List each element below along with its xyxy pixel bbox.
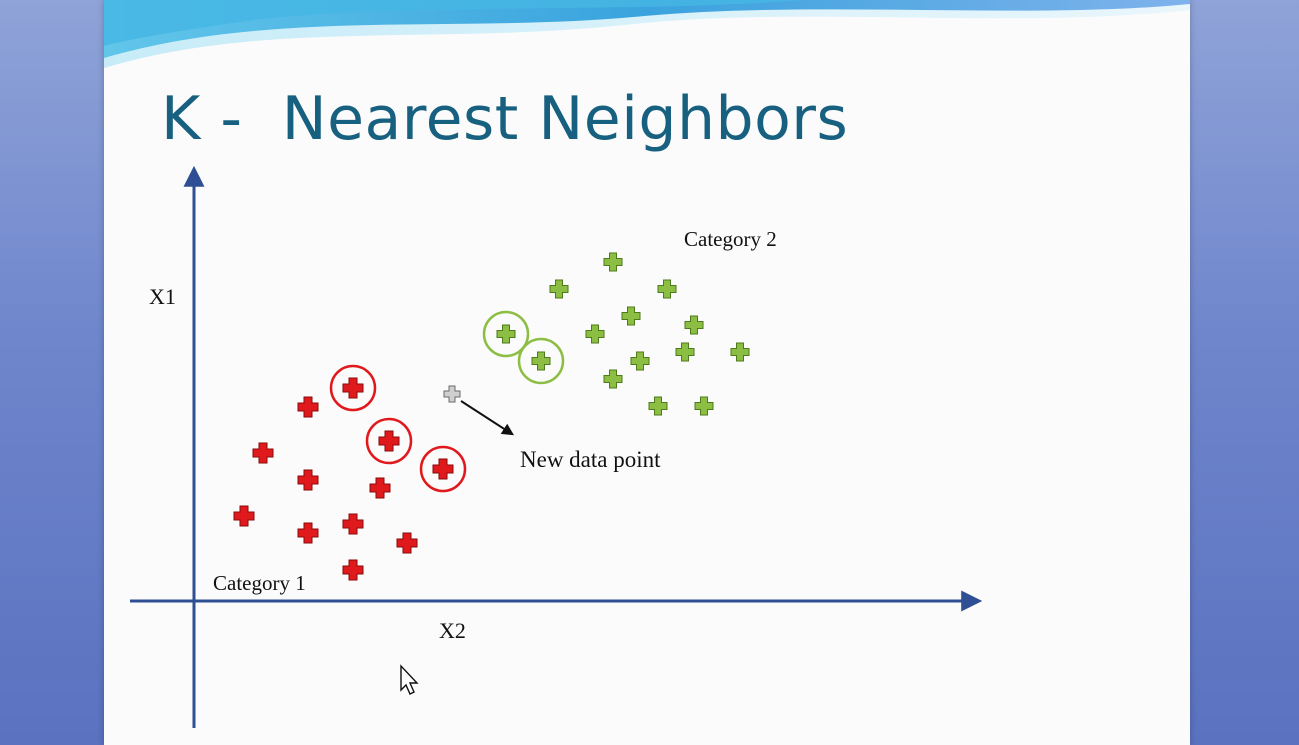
red-plus-icon xyxy=(297,469,319,491)
green-plus-icon xyxy=(549,279,569,299)
header-wave xyxy=(104,0,1190,68)
category1-points xyxy=(233,377,454,581)
x-axis-label: X2 xyxy=(439,618,466,643)
red-plus-icon xyxy=(396,532,418,554)
green-plus-icon xyxy=(585,324,605,344)
red-plus-icon xyxy=(369,477,391,499)
slide-title: K - Nearest Neighbors xyxy=(161,84,849,154)
green-neighbor-ring xyxy=(482,310,530,358)
red-plus-icon xyxy=(342,513,364,535)
neighbor-rings xyxy=(329,310,565,493)
y-axis-label: X1 xyxy=(149,284,176,309)
red-plus-icon xyxy=(297,396,319,418)
category2-points xyxy=(496,252,750,416)
green-plus-icon xyxy=(531,351,551,371)
red-plus-icon xyxy=(432,458,454,480)
red-plus-icon xyxy=(252,442,274,464)
green-plus-icon xyxy=(603,369,623,389)
red-plus-icon xyxy=(378,430,400,452)
green-plus-icon xyxy=(675,342,695,362)
red-plus-icon xyxy=(233,505,255,527)
new-data-point xyxy=(443,385,461,403)
slide-graphics xyxy=(104,0,1190,728)
category1-label: Category 1 xyxy=(213,571,306,595)
red-plus-icon xyxy=(342,377,364,399)
green-plus-icon xyxy=(648,396,668,416)
new-point-arrow xyxy=(460,400,515,436)
red-plus-icon xyxy=(297,522,319,544)
red-neighbor-ring xyxy=(419,445,467,493)
gray-plus-icon xyxy=(443,385,461,403)
green-plus-icon xyxy=(496,324,516,344)
red-plus-icon xyxy=(342,559,364,581)
red-neighbor-ring xyxy=(329,364,377,412)
mouse-pointer-icon xyxy=(400,664,419,695)
green-plus-icon xyxy=(684,315,704,335)
green-neighbor-ring xyxy=(517,337,565,385)
green-plus-icon xyxy=(630,351,650,371)
slide: K - Nearest Neighbors X1 X2 Category 1 C… xyxy=(104,0,1190,745)
red-neighbor-ring xyxy=(365,417,413,465)
green-plus-icon xyxy=(603,252,623,272)
green-plus-icon xyxy=(621,306,641,326)
green-plus-icon xyxy=(694,396,714,416)
new-point-label: New data point xyxy=(520,447,661,472)
green-plus-icon xyxy=(657,279,677,299)
green-plus-icon xyxy=(730,342,750,362)
category2-label: Category 2 xyxy=(684,227,777,251)
